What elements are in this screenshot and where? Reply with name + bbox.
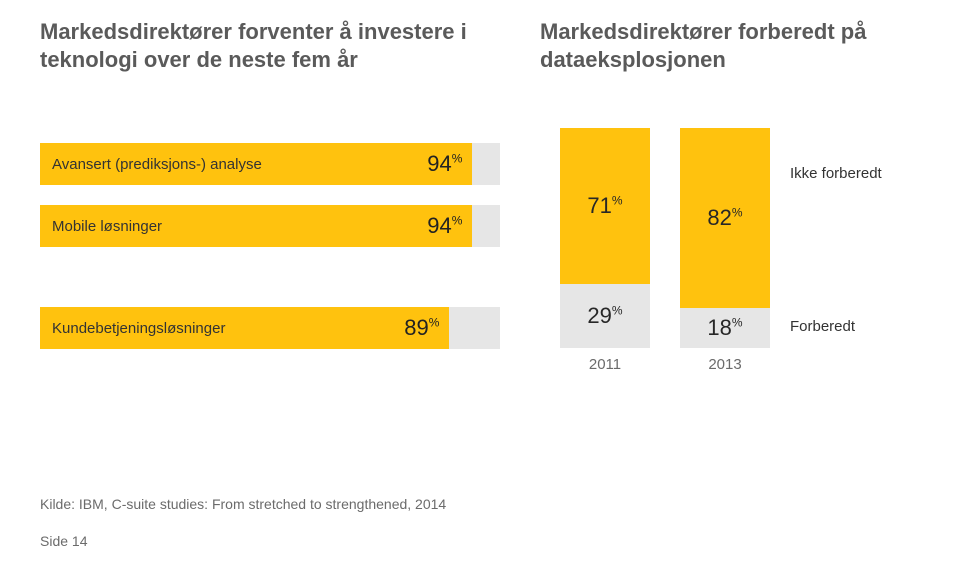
stack-seg-prepared: 18% <box>680 308 770 348</box>
hbar-fill: Mobile løsninger 94% <box>40 205 472 247</box>
stacked-bar-chart: 71%29%201182%18%2013 Ikke forberedt Forb… <box>540 143 920 373</box>
heading-left: Markedsdirektører forventer å investere … <box>40 18 500 73</box>
hbar-fill: Kundebetjeningsløsninger 89% <box>40 307 449 349</box>
hbar-row: Avansert (prediksjons-) analyse 94% <box>40 143 500 185</box>
horizontal-bar-chart: Avansert (prediksjons-) analyse94%Mobile… <box>40 143 540 373</box>
heading-right: Markedsdirektører forberedt på dataekspl… <box>540 18 920 73</box>
stack-column: 82%18% 2013 <box>680 128 770 373</box>
hbar-value: 89% <box>404 315 439 341</box>
hbar-row: Kundebetjeningsløsninger 89% <box>40 307 500 349</box>
legend-not-prepared: Ikke forberedt <box>790 165 882 182</box>
hbar-row: Mobile løsninger 94% <box>40 205 500 247</box>
hbar-label: Kundebetjeningsløsninger <box>52 320 225 337</box>
hbar-value: 94% <box>427 151 462 177</box>
stack-year-label: 2011 <box>589 356 621 373</box>
page-number: Side 14 <box>40 533 87 549</box>
stack-seg-not-prepared: 71% <box>560 128 650 284</box>
hbar-fill: Avansert (prediksjons-) analyse 94% <box>40 143 472 185</box>
stack-seg-not-prepared: 82% <box>680 128 770 308</box>
hbar-value: 94% <box>427 213 462 239</box>
legend-prepared: Forberedt <box>790 318 855 335</box>
source-line: Kilde: IBM, C-suite studies: From stretc… <box>40 496 446 512</box>
stack-seg-prepared: 29% <box>560 284 650 348</box>
hbar-label: Avansert (prediksjons-) analyse <box>52 156 262 173</box>
stack-year-label: 2013 <box>708 356 741 373</box>
stack-column: 71%29% 2011 <box>560 128 650 373</box>
hbar-label: Mobile løsninger <box>52 218 162 235</box>
